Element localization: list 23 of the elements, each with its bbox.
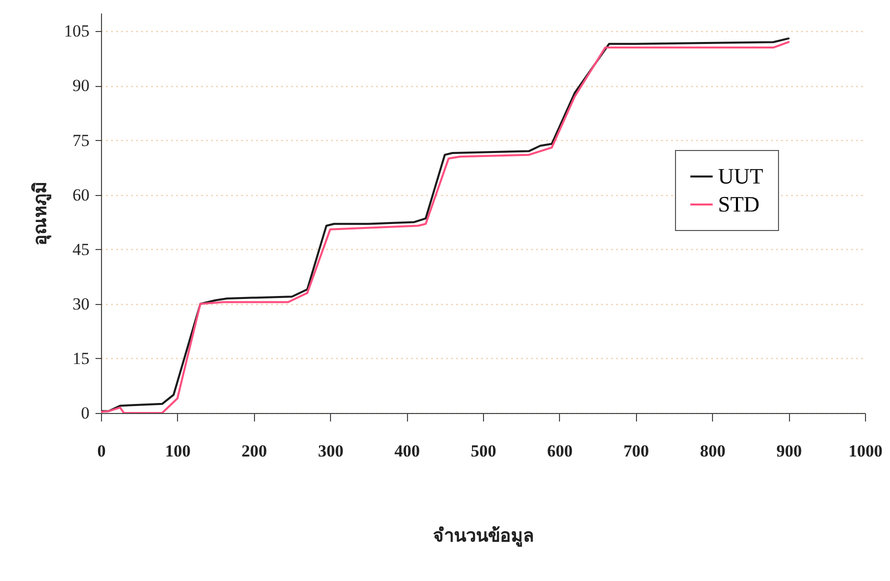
x-tick-label: 700 xyxy=(624,442,650,460)
x-tick-label: 600 xyxy=(547,442,573,460)
x-axis-title: จำนวนข้อมูล xyxy=(433,526,534,548)
y-tick-label: 45 xyxy=(72,240,90,259)
y-tick-label: 15 xyxy=(72,348,90,368)
x-tick-label: 800 xyxy=(700,442,726,460)
y-tick-label: 30 xyxy=(72,294,90,314)
legend-label: UUT xyxy=(718,164,764,188)
y-tick-label: 90 xyxy=(72,76,90,96)
x-tick-label: 500 xyxy=(470,442,496,460)
x-tick-label: 300 xyxy=(318,442,344,460)
x-tick-label: 0 xyxy=(97,442,106,460)
y-tick-label: 105 xyxy=(64,22,90,41)
x-tick-label: 200 xyxy=(242,442,268,460)
legend-label: STD xyxy=(718,192,760,216)
x-tick-label: 900 xyxy=(776,442,802,460)
y-tick-label: 75 xyxy=(72,130,90,150)
y-tick-label: 60 xyxy=(72,185,90,204)
y-axis-title: อุณหภูมิ xyxy=(30,182,52,246)
x-tick-label: 1000 xyxy=(848,442,882,460)
x-tick-label: 100 xyxy=(165,442,191,460)
y-tick-label: 0 xyxy=(81,404,90,422)
x-tick-label: 400 xyxy=(394,442,420,460)
